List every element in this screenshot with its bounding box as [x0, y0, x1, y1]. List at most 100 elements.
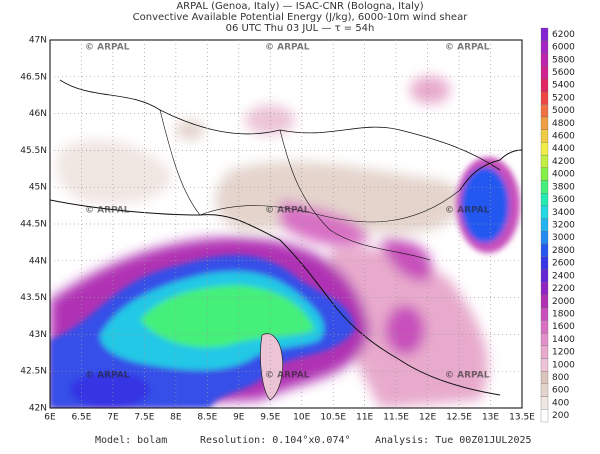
x-tick-label: 6.5E	[71, 413, 91, 423]
colorbar-swatch	[540, 53, 549, 67]
colorbar-label: 6000	[552, 43, 575, 53]
watermark: © ARPAL	[85, 206, 130, 216]
colorbar-swatch	[540, 78, 549, 92]
y-tick-label: 45N	[29, 183, 47, 193]
colorbar-swatch	[540, 218, 549, 232]
x-tick-label: 13E	[482, 413, 499, 423]
colorbar-label: 1200	[552, 348, 575, 358]
footer-resolution: Resolution: 0.104°x0.074°	[200, 435, 351, 446]
y-tick-label: 43N	[29, 330, 47, 340]
colorbar-swatch	[540, 129, 549, 143]
colorbar-swatch	[540, 91, 549, 105]
colorbar-label: 3600	[552, 195, 575, 205]
colorbar-swatch	[540, 345, 549, 359]
colorbar-label: 1400	[552, 335, 575, 345]
colorbar-label: 1000	[552, 360, 575, 370]
colorbar-swatch	[540, 383, 549, 397]
colorbar-label: 800	[552, 373, 569, 383]
x-tick-label: 10E	[293, 413, 310, 423]
x-tick-label: 7.5E	[134, 413, 154, 423]
y-tick-label: 43.5N	[20, 293, 47, 303]
graticule	[50, 40, 522, 408]
x-tick-label: 12E	[419, 413, 436, 423]
watermark: © ARPAL	[445, 371, 490, 381]
map-field	[50, 40, 522, 408]
x-tick-label: 12.5E	[446, 413, 472, 423]
colorbar-label: 4200	[552, 157, 575, 167]
title-line: 06 UTC Thu 03 JUL — τ = 54h	[226, 23, 375, 34]
y-tick-label: 44N	[29, 256, 47, 266]
colorbar-label: 400	[552, 398, 569, 408]
colorbar-swatch	[540, 243, 549, 257]
colorbar-swatch	[540, 320, 549, 334]
colorbar-label: 6200	[552, 30, 575, 40]
colorbar-swatch	[540, 154, 549, 168]
colorbar-label: 3400	[552, 208, 575, 218]
title-line: Convective Available Potential Energy (J…	[133, 12, 469, 23]
colorbar-label: 2400	[552, 271, 575, 281]
colorbar-label: 2200	[552, 284, 575, 294]
y-tick-label: 44.5N	[20, 220, 47, 230]
y-tick-label: 46.5N	[20, 72, 47, 82]
colorbar-label: 3200	[552, 221, 575, 231]
colorbar-swatch	[540, 396, 549, 410]
colorbar-swatch	[540, 65, 549, 79]
colorbar-label: 200	[552, 411, 569, 421]
colorbar-label: 4000	[552, 170, 575, 180]
x-tick-label: 13.5E	[509, 413, 535, 423]
colorbar-label: 1800	[552, 309, 575, 319]
watermark: © ARPAL	[85, 371, 130, 381]
colorbar-label: 3000	[552, 233, 575, 243]
colorbar-swatch	[540, 167, 549, 181]
watermark: © ARPAL	[445, 43, 490, 53]
colorbar-label: 4800	[552, 119, 575, 129]
colorbar-label: 4600	[552, 132, 575, 142]
colorbar-swatch	[540, 40, 549, 54]
x-tick-label: 7E	[107, 413, 119, 423]
footer-model: Model: bolam	[95, 435, 167, 446]
x-tick-label: 10.5E	[320, 413, 346, 423]
y-tick-label: 42.5N	[20, 367, 47, 377]
x-tick-label: 9E	[233, 413, 245, 423]
colorbar-swatch	[540, 116, 549, 130]
colorbar-label: 600	[552, 386, 569, 396]
colorbar-swatch	[540, 256, 549, 270]
footer-analysis: Analysis: Tue 00Z01JUL2025	[375, 435, 532, 446]
colorbar-swatch	[540, 142, 549, 156]
y-tick-label: 46N	[29, 109, 47, 119]
colorbar-swatch	[540, 231, 549, 245]
y-tick-label: 42N	[29, 404, 47, 414]
colorbar-label: 5000	[552, 106, 575, 116]
colorbar-swatch	[540, 27, 549, 41]
colorbar-swatch	[540, 294, 549, 308]
colorbar-label: 2000	[552, 297, 575, 307]
colorbar-label: 5200	[552, 93, 575, 103]
watermark: © ARPAL	[265, 371, 310, 381]
colorbar-label: 4400	[552, 144, 575, 154]
watermark: © ARPAL	[85, 43, 130, 53]
colorbar-swatch	[540, 409, 549, 423]
colorbar-swatch	[540, 180, 549, 194]
colorbar-swatch	[540, 358, 549, 372]
watermarks: © ARPAL © ARPAL © ARPAL © ARPAL © ARPAL © ARP…	[85, 43, 490, 381]
colorbar-label: 3800	[552, 182, 575, 192]
colorbar-swatch	[540, 282, 549, 296]
colorbar-swatch	[540, 205, 549, 219]
y-tick-label: 47N	[29, 36, 47, 46]
colorbar-swatch	[540, 307, 549, 321]
colorbar-label: 5800	[552, 55, 575, 65]
colorbar-label: 5600	[552, 68, 575, 78]
colorbar-label: 2800	[552, 246, 575, 256]
colorbar-swatch	[540, 332, 549, 346]
x-tick-label: 8.5E	[197, 413, 217, 423]
colorbar-label: 1600	[552, 322, 575, 332]
colorbar-swatch	[540, 269, 549, 283]
colorbar-swatch	[540, 104, 549, 118]
watermark: © ARPAL	[265, 206, 310, 216]
x-tick-label: 9.5E	[260, 413, 280, 423]
x-tick-label: 6E	[44, 413, 56, 423]
colorbar-label: 5400	[552, 81, 575, 91]
watermark: © ARPAL	[265, 43, 310, 53]
title-line: ARPAL (Genoa, Italy) — ISAC-CNR (Bologna…	[176, 1, 423, 12]
